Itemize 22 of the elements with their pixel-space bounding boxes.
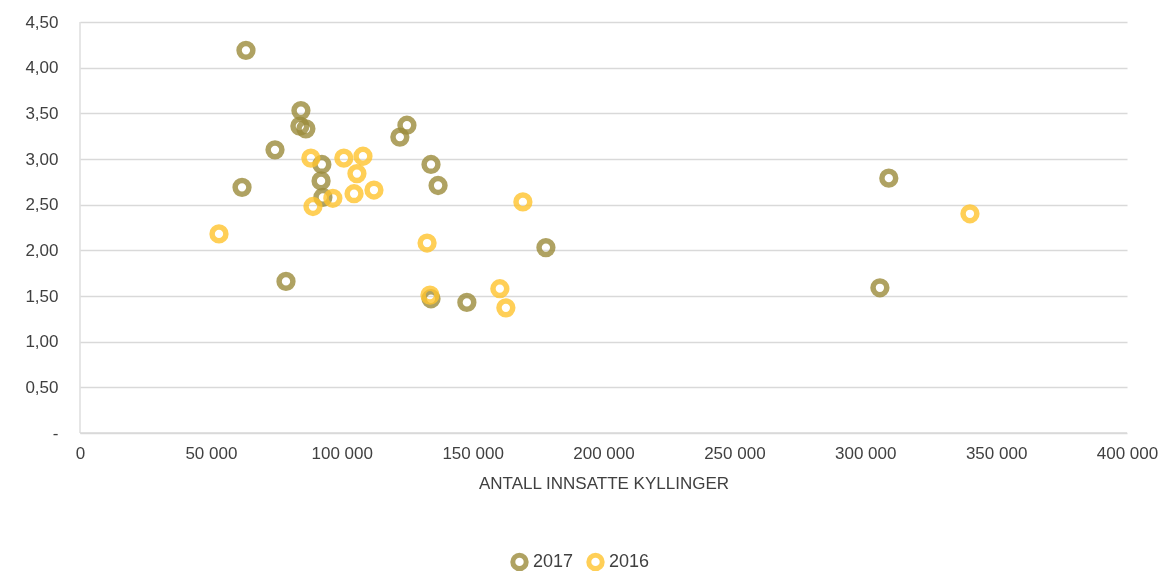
y-tick-label: 3,00	[25, 149, 59, 169]
x-tick-label: 150 000	[442, 443, 504, 463]
y-tick-label: -	[52, 423, 59, 443]
y-tick-label: 2,50	[25, 195, 59, 215]
y-tick-label: 4,50	[25, 12, 59, 32]
y-tick-label: 1,50	[25, 286, 59, 306]
y-tick-label: 1,00	[25, 332, 59, 352]
y-tick-label: 2,00	[25, 240, 59, 260]
y-tick-label: 4,00	[25, 58, 59, 78]
x-axis-title: ANTALL INNSATTE KYLLINGER	[478, 473, 730, 493]
x-tick-label: 400 000	[1096, 443, 1159, 463]
x-tick-label: 50 000	[185, 443, 238, 463]
y-tick-label: 3,50	[25, 103, 59, 123]
x-tick-label: 300 000	[835, 443, 897, 463]
x-tick-label: 200 000	[573, 443, 635, 463]
x-tick-label: 350 000	[965, 443, 1028, 463]
x-tick-label: 0	[75, 443, 86, 463]
legend-label: 2016	[609, 550, 650, 571]
y-tick-label: 0,50	[25, 377, 59, 397]
x-tick-label: 250 000	[704, 443, 766, 463]
legend-label: 2017	[533, 550, 574, 571]
x-tick-label: 100 000	[311, 443, 373, 463]
